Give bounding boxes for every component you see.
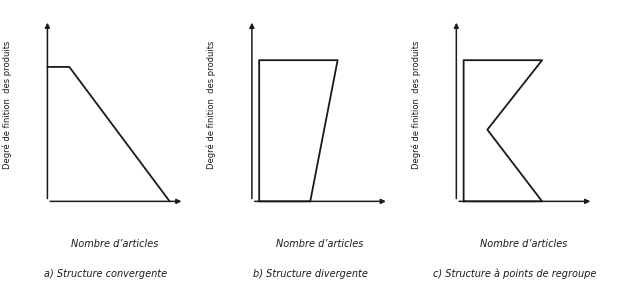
Text: Degré de finition  des produits: Degré de finition des produits <box>2 41 12 169</box>
Text: b) Structure divergente: b) Structure divergente <box>253 268 368 279</box>
Text: Degré de finition  des produits: Degré de finition des produits <box>412 41 421 169</box>
Text: Nombre d’articles: Nombre d’articles <box>480 239 568 250</box>
Text: Nombre d’articles: Nombre d’articles <box>276 239 363 250</box>
Text: Degré de finition  des produits: Degré de finition des produits <box>207 41 217 169</box>
Text: a) Structure convergente: a) Structure convergente <box>44 268 167 279</box>
Text: Nombre d’articles: Nombre d’articles <box>71 239 158 250</box>
Text: c) Structure à points de regroupe: c) Structure à points de regroupe <box>433 268 596 279</box>
